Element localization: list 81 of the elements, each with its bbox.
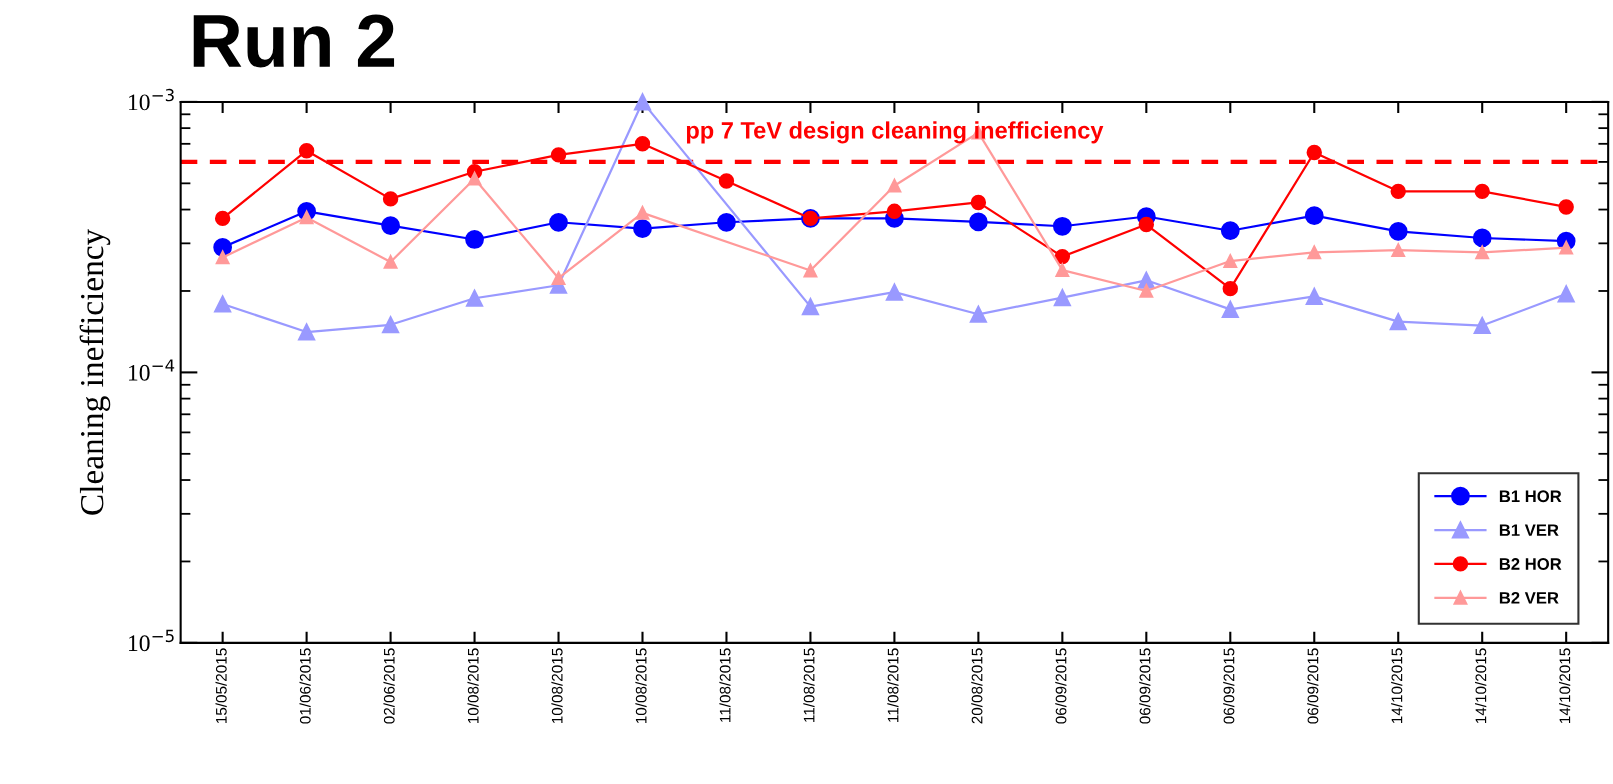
point [298, 323, 316, 341]
point [1474, 183, 1490, 200]
point [1306, 144, 1322, 161]
point [1557, 285, 1575, 303]
point [382, 191, 399, 207]
point [214, 210, 231, 227]
point [1391, 243, 1406, 258]
point [1052, 216, 1072, 236]
point [550, 147, 567, 163]
point [1222, 280, 1238, 297]
point [969, 305, 987, 323]
point [551, 271, 566, 286]
x-tick-label: 14/10/2015 [1559, 648, 1571, 724]
x-tick-label: 20/08/2015 [971, 648, 983, 724]
chart-title: Run 2 [193, 14, 395, 68]
y-tick-label: 10$^{−4}$ [129, 359, 175, 381]
x-tick-label: 14/10/2015 [1391, 648, 1403, 724]
point [1389, 313, 1407, 331]
legend-label: B2 HOR [1499, 558, 1562, 570]
point [635, 205, 650, 220]
point [214, 295, 232, 313]
y-axis-title: Cleaning inefficiency [79, 228, 111, 515]
y-tick-label: 10$^{−5}$ [129, 629, 174, 652]
legend-label: B2 VER [1499, 591, 1559, 604]
x-tick-label: 10/08/2015 [635, 648, 647, 724]
point [1305, 287, 1323, 305]
point [1473, 317, 1491, 335]
point [1055, 263, 1070, 277]
x-tick-label: 06/09/2015 [1307, 648, 1319, 724]
point [803, 263, 818, 278]
x-tick-label: 06/09/2015 [1055, 648, 1067, 724]
point [1390, 183, 1406, 200]
point [1472, 228, 1492, 248]
x-tick-label: 10/08/2015 [551, 648, 563, 724]
y-tick-label: 10$^{−3}$ [129, 88, 174, 111]
point [1223, 254, 1238, 268]
point [1054, 248, 1071, 265]
point [549, 212, 568, 232]
point [634, 136, 651, 152]
point [1138, 216, 1155, 233]
point [718, 173, 735, 189]
point [717, 212, 736, 232]
point [466, 289, 484, 307]
point [381, 216, 400, 235]
x-tick-label: 01/06/2015 [299, 648, 311, 724]
point [298, 143, 315, 159]
point [465, 230, 484, 249]
ref-line-label: pp 7 TeV design cleaning inefficiency [686, 121, 1104, 144]
point [1139, 284, 1154, 298]
point [299, 210, 314, 225]
x-tick-label: 11/08/2015 [719, 648, 731, 722]
x-tick-label: 15/05/2015 [215, 648, 227, 724]
point [383, 255, 398, 269]
x-tick-label: 06/09/2015 [1223, 648, 1235, 724]
point [1475, 245, 1490, 260]
point [633, 93, 652, 111]
point [1221, 300, 1239, 318]
point [801, 298, 819, 316]
point [1307, 245, 1322, 260]
point [1558, 199, 1574, 215]
x-tick-label: 11/08/2015 [887, 648, 899, 722]
point [1388, 222, 1408, 241]
point [886, 203, 903, 220]
point [467, 171, 482, 186]
x-tick-label: 06/09/2015 [1139, 648, 1151, 724]
point [215, 250, 230, 265]
x-tick-label: 10/08/2015 [467, 648, 479, 724]
legend-label: B1 VER [1499, 524, 1559, 536]
point [382, 316, 400, 334]
legend-label: B1 HOR [1499, 490, 1562, 503]
x-tick-label: 11/08/2015 [803, 648, 815, 722]
x-tick-label: 02/06/2015 [383, 648, 395, 724]
x-tick-label: 14/10/2015 [1475, 648, 1487, 724]
point [633, 219, 652, 239]
point [1053, 289, 1071, 307]
point [969, 212, 988, 232]
point [1220, 221, 1240, 241]
point [1304, 206, 1324, 225]
point [970, 194, 987, 211]
point [887, 178, 902, 193]
point [885, 283, 903, 301]
